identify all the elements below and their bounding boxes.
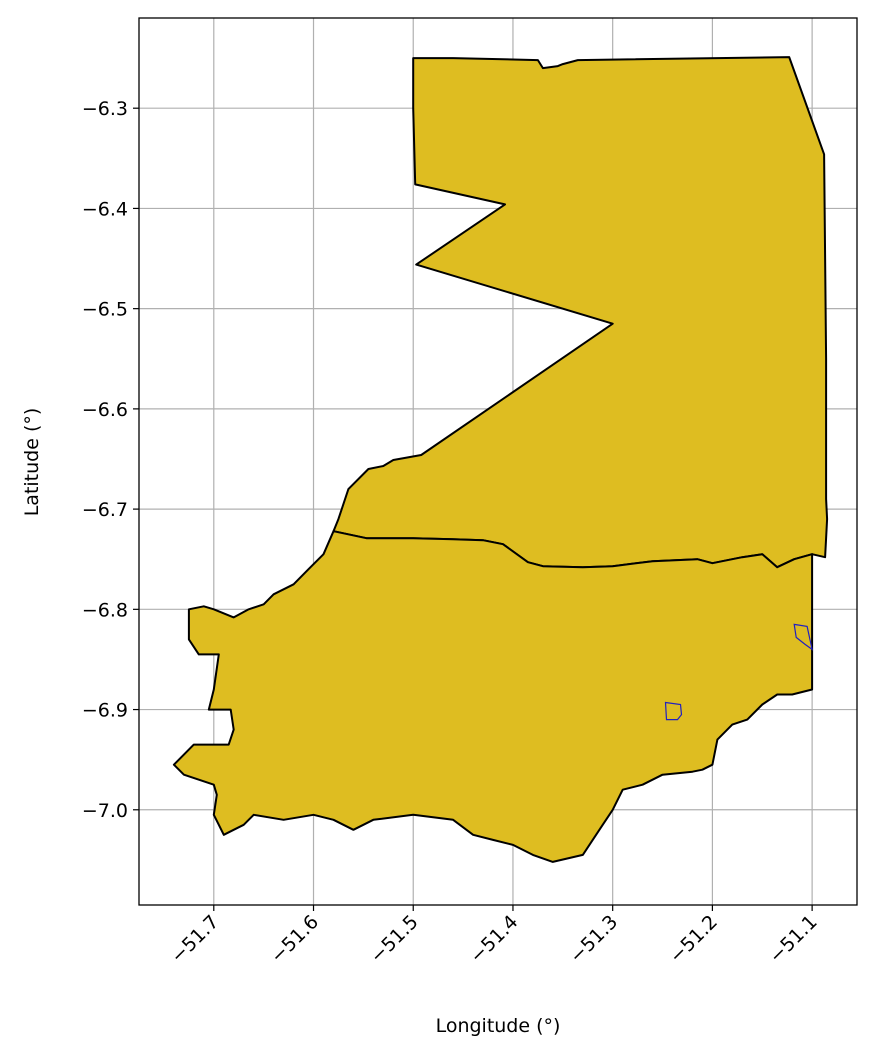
y-tick-label: −7.0 [82, 800, 128, 822]
y-tick-label: −6.6 [82, 399, 128, 421]
y-tick-label: −6.4 [82, 198, 128, 220]
x-tick-label: −51.3 [565, 911, 622, 968]
x-tick-label: −51.5 [366, 911, 423, 968]
inset-outlines [664, 623, 814, 721]
x-axis-title: Longitude (°) [436, 1015, 561, 1037]
x-tick-label: −51.4 [466, 911, 523, 968]
plot-frame [138, 17, 858, 906]
x-tick-label: −51.6 [266, 911, 323, 968]
inset-outline-2 [793, 623, 814, 651]
inset-outline-1 [664, 701, 683, 721]
y-tick-label: −6.5 [82, 299, 128, 321]
y-tick-label: −6.8 [82, 599, 128, 621]
y-axis-title: Latitude (°) [21, 408, 43, 517]
y-tick-label: −6.9 [82, 700, 128, 722]
x-tick-label: −51.1 [765, 911, 822, 968]
x-tick-label: −51.7 [167, 911, 224, 968]
y-tick-label: −6.3 [82, 98, 128, 120]
x-tick-label: −51.2 [665, 911, 722, 968]
region-south [172, 530, 814, 863]
map-regions [172, 56, 829, 863]
y-tick-label: −6.7 [82, 499, 128, 521]
region-north [332, 56, 829, 569]
